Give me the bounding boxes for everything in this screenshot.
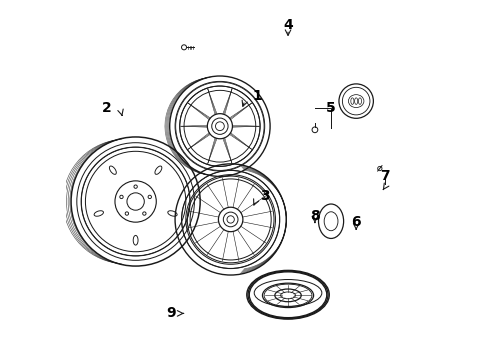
Text: 6: 6 (351, 215, 361, 229)
Text: 4: 4 (283, 18, 293, 32)
Text: 3: 3 (260, 189, 270, 203)
Text: 9: 9 (167, 306, 176, 320)
Text: 5: 5 (326, 101, 336, 115)
Text: 1: 1 (253, 89, 263, 103)
Text: 8: 8 (310, 209, 320, 223)
Text: 7: 7 (380, 170, 390, 183)
Text: 2: 2 (102, 101, 112, 115)
